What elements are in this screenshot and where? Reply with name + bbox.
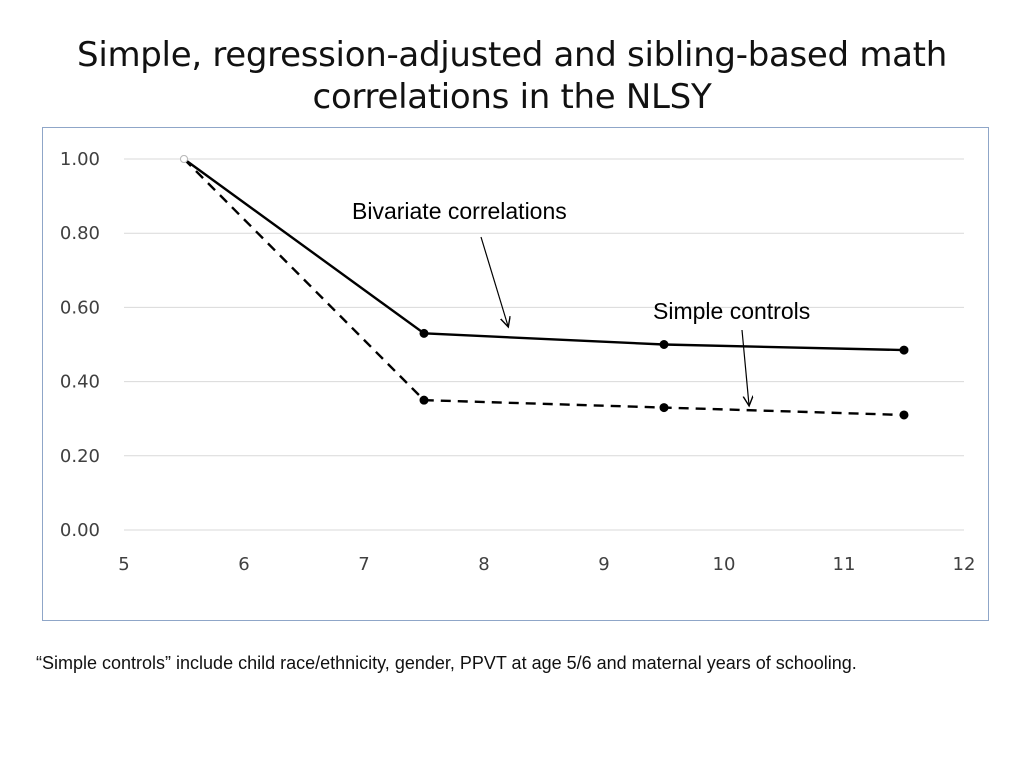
y-tick-label: 0.40 bbox=[60, 372, 100, 393]
data-point bbox=[659, 403, 669, 413]
x-tick-label: 10 bbox=[713, 554, 736, 575]
y-tick-label: 1.00 bbox=[60, 149, 100, 170]
data-point bbox=[659, 340, 669, 349]
data-point bbox=[419, 328, 429, 338]
data-point bbox=[180, 155, 188, 163]
series-line-simple-controls bbox=[183, 158, 905, 417]
x-tick-label: 8 bbox=[478, 554, 489, 575]
data-point bbox=[899, 345, 909, 355]
data-point bbox=[899, 410, 909, 420]
annotation-arrow bbox=[480, 236, 508, 326]
y-tick-label: 0.80 bbox=[60, 223, 100, 244]
chart-frame bbox=[42, 127, 989, 621]
x-tick-label: 12 bbox=[953, 554, 976, 575]
x-tick-label: 6 bbox=[238, 554, 249, 575]
x-tick-label: 7 bbox=[358, 554, 369, 575]
data-point bbox=[419, 395, 429, 405]
y-tick-label: 0.20 bbox=[60, 446, 100, 467]
y-tick-label: 0.00 bbox=[60, 520, 100, 541]
x-tick-label: 9 bbox=[598, 554, 609, 575]
footnote: “Simple controls” include child race/eth… bbox=[36, 653, 857, 673]
annotation-label: Bivariate correlations bbox=[352, 198, 567, 224]
series-line-bivariate bbox=[183, 158, 905, 352]
x-tick-label: 11 bbox=[833, 554, 856, 575]
title-line-2: correlations in the NLSY bbox=[312, 77, 712, 117]
title-line-1: Simple, regression-adjusted and sibling-… bbox=[77, 35, 947, 75]
slide-title: Simple, regression-adjusted and sibling-… bbox=[0, 34, 1024, 118]
annotation-label: Simple controls bbox=[653, 298, 810, 324]
annotation-arrow bbox=[741, 329, 749, 405]
x-tick-label: 5 bbox=[118, 554, 129, 575]
y-tick-label: 0.60 bbox=[60, 297, 100, 318]
